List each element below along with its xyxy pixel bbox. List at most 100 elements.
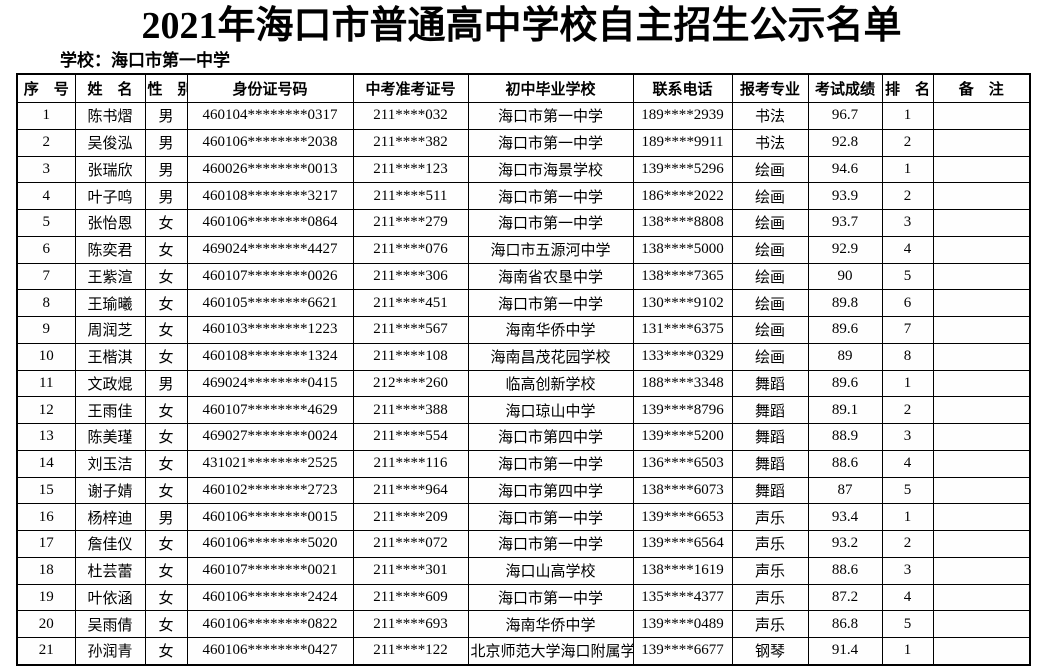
table-cell: 211****567 [352, 316, 469, 344]
table-cell: 89.6 [807, 369, 883, 398]
table-cell: 2 [881, 530, 934, 558]
table-cell: 211****511 [352, 182, 469, 210]
table-cell: 张怡恩 [74, 209, 146, 237]
table-cell: 海南省农垦中学 [467, 262, 634, 291]
table-cell: 声乐 [731, 583, 809, 612]
table-cell: 绘画 [731, 342, 809, 371]
table-cell: 女 [144, 316, 188, 344]
table-row: 13 陈美瑾女 469027********0024 211****554 海口市第四中… [16, 423, 1031, 451]
table-cell: 89.6 [807, 316, 883, 344]
table-cell: 2 [881, 182, 934, 210]
table-cell [932, 423, 1031, 451]
table-cell: 舞蹈 [731, 476, 809, 505]
table-cell: 绘画 [731, 316, 809, 344]
table-cell: 绘画 [731, 155, 809, 184]
table-cell: 4 [881, 583, 934, 612]
table-cell [932, 369, 1031, 398]
table-cell: 469024********0415 [186, 369, 354, 398]
table-cell: 1 [881, 369, 934, 398]
table-row: 6 陈奕君女 469024********4427 211****076 海口市五源河中… [16, 235, 1031, 264]
table-cell: 138****1619 [632, 556, 733, 585]
table-cell: 女 [144, 423, 188, 451]
column-header: 排 名 [881, 73, 934, 103]
table-cell: 139****6653 [632, 503, 733, 531]
table-cell: 6 [881, 289, 934, 317]
admission-roster-table: 序 号姓 名性 别身份证号码中考准考证号初中毕业学校联系电话报考专业考试成绩排 … [16, 73, 1031, 666]
table-cell: 1 [881, 503, 934, 531]
table-cell: 舞蹈 [731, 396, 809, 424]
table-cell: 189****9911 [632, 128, 733, 157]
column-header: 初中毕业学校 [467, 73, 634, 103]
table-cell: 叶依涵 [74, 583, 146, 612]
table-cell: 王紫渲 [74, 262, 146, 291]
table-cell: 460107********0021 [186, 556, 354, 585]
column-header: 备 注 [932, 73, 1031, 103]
table-cell: 460102********2723 [186, 476, 354, 505]
table-cell: 460106********2038 [186, 128, 354, 157]
table-cell [932, 342, 1031, 371]
table-cell: 89.1 [807, 396, 883, 424]
table-cell: 王楷淇 [74, 342, 146, 371]
table-cell: 130****9102 [632, 289, 733, 317]
table-cell: 女 [144, 342, 188, 371]
table-cell: 钢琴 [731, 636, 809, 666]
table-row: 15 谢子婧女 460102********2723 211****964 海口市第四中… [16, 476, 1031, 505]
table-cell: 文政焜 [74, 369, 146, 398]
table-cell: 14 [16, 449, 76, 478]
table-body: 1 陈书熠男 460104********0317 211****032 海口市第一中学… [16, 102, 1031, 666]
table-cell: 杨梓迪 [74, 503, 146, 531]
table-cell: 86.8 [807, 610, 883, 638]
table-cell: 5 [881, 610, 934, 638]
table-row: 1 陈书熠男 460104********0317 211****032 海口市第一中学… [16, 102, 1031, 130]
table-cell: 1 [881, 102, 934, 130]
table-cell: 舞蹈 [731, 369, 809, 398]
table-cell: 460106********0864 [186, 209, 354, 237]
table-cell: 7 [881, 316, 934, 344]
table-cell: 绘画 [731, 209, 809, 237]
table-cell: 469024********4427 [186, 235, 354, 264]
table-cell: 88.6 [807, 556, 883, 585]
table-cell: 9 [16, 316, 76, 344]
table-cell: 186****2022 [632, 182, 733, 210]
column-header: 考试成绩 [807, 73, 883, 103]
table-cell [932, 182, 1031, 210]
table-cell: 女 [144, 610, 188, 638]
table-cell: 93.4 [807, 503, 883, 531]
table-cell: 133****0329 [632, 342, 733, 371]
table-cell [932, 262, 1031, 291]
table-cell: 93.7 [807, 209, 883, 237]
table-cell: 声乐 [731, 503, 809, 531]
table-cell: 135****4377 [632, 583, 733, 612]
table-cell: 15 [16, 476, 76, 505]
table-row: 14 刘玉洁女 431021********2525 211****116 海口市第一中… [16, 449, 1031, 478]
table-row: 19 叶依涵女 460106********2424 211****609 海口市第一中… [16, 583, 1031, 612]
table-cell: 女 [144, 556, 188, 585]
table-cell: 131****6375 [632, 316, 733, 344]
table-cell: 92.9 [807, 235, 883, 264]
column-header: 中考准考证号 [352, 73, 469, 103]
table-cell: 陈书熠 [74, 102, 146, 130]
table-cell: 5 [881, 476, 934, 505]
table-cell: 5 [16, 209, 76, 237]
header-row: 序 号姓 名性 别身份证号码中考准考证号初中毕业学校联系电话报考专业考试成绩排 … [16, 73, 1031, 103]
table-cell: 女 [144, 636, 188, 666]
table-cell: 海口市第一中学 [467, 102, 634, 130]
table-cell [932, 636, 1031, 666]
table-cell: 211****116 [352, 449, 469, 478]
table-row: 3 张瑞欣男 460026********0013 211****123 海口市海景学校… [16, 155, 1031, 184]
table-row: 21 孙润青女 460106********0427 211****122 北京师范大学… [16, 636, 1031, 666]
table-cell: 460107********0026 [186, 262, 354, 291]
table-cell: 12 [16, 396, 76, 424]
table-cell: 138****7365 [632, 262, 733, 291]
table-cell: 5 [881, 262, 934, 291]
table-cell: 海口市五源河中学 [467, 235, 634, 264]
table-cell: 17 [16, 530, 76, 558]
table-cell: 3 [881, 209, 934, 237]
table-cell: 海口市第四中学 [467, 423, 634, 451]
table-cell: 211****076 [352, 235, 469, 264]
table-cell: 男 [144, 182, 188, 210]
table-cell: 临高创新学校 [467, 369, 634, 398]
table-cell [932, 503, 1031, 531]
school-subtitle: 学校：海口市第一中学 [60, 51, 230, 70]
table-cell: 94.6 [807, 155, 883, 184]
